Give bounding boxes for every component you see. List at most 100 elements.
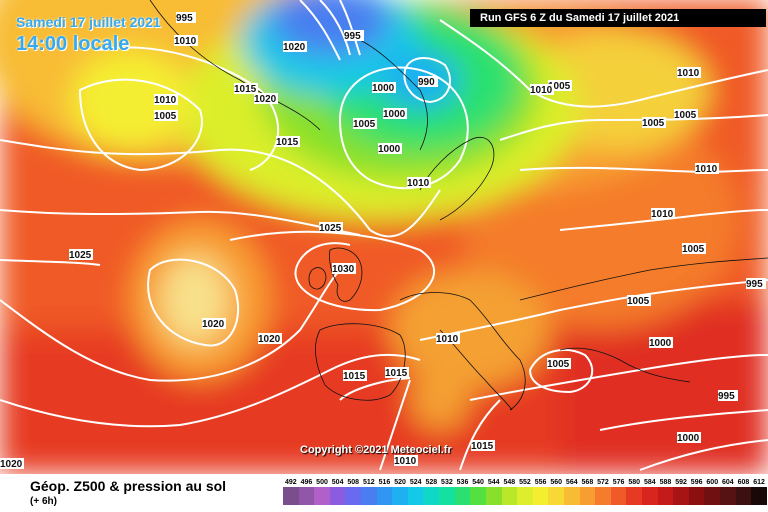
isobar-label: 1010 — [407, 177, 431, 189]
scale-swatch — [579, 487, 596, 505]
scale-label: 604 — [722, 479, 734, 486]
scale-label: 508 — [347, 479, 360, 486]
isobar-label: 1010 — [677, 67, 701, 79]
map-canvas: 995 1010 1020 995 990 1000 1000 1005 100… — [0, 0, 768, 474]
isobar-label: 1025 — [319, 222, 343, 234]
svg-text:1005: 1005 — [547, 359, 570, 370]
isobar-label: 1015 — [343, 370, 367, 382]
scale-swatch — [376, 487, 393, 505]
scale-swatch — [657, 487, 674, 505]
svg-text:1025: 1025 — [69, 250, 92, 261]
scale-swatch — [626, 487, 643, 505]
isobar-label: 995 — [746, 278, 766, 290]
svg-text:995: 995 — [746, 279, 763, 290]
weather-map: 995 1010 1020 995 990 1000 1000 1005 100… — [0, 0, 768, 474]
isobar-label: 990 — [418, 76, 438, 88]
scale-label: 496 — [300, 479, 313, 486]
isobar-label: 1015 — [385, 367, 409, 379]
svg-text:995: 995 — [718, 391, 735, 402]
scale-swatch — [704, 487, 721, 505]
scale-label: 608 — [737, 479, 750, 486]
isobar-label: 1020 — [0, 458, 24, 470]
isobar-label: 1005 — [642, 117, 666, 129]
isobar-label: 1010 — [651, 208, 675, 220]
coastlines — [149, 0, 768, 411]
isobar-label: 1005 — [682, 243, 706, 255]
isobar-label: 1000 — [383, 108, 407, 120]
scale-label: 552 — [519, 479, 531, 486]
svg-text:1005: 1005 — [548, 81, 571, 92]
scale-swatch — [720, 487, 736, 505]
svg-text:1015: 1015 — [276, 137, 299, 148]
scale-swatch — [610, 487, 627, 505]
svg-text:1010: 1010 — [154, 95, 177, 106]
scale-swatch — [454, 487, 471, 505]
svg-text:1005: 1005 — [642, 118, 665, 129]
isobar-label: 1005 — [547, 358, 571, 370]
isobar-label: 1010 — [436, 333, 460, 345]
svg-text:990: 990 — [418, 77, 435, 88]
svg-text:1005: 1005 — [154, 111, 177, 122]
scale-label: 584 — [643, 479, 656, 486]
svg-text:1000: 1000 — [649, 338, 672, 349]
scale-label: 588 — [659, 479, 672, 486]
isobar-label: 1000 — [372, 82, 396, 94]
isobar-label: 1005 — [627, 295, 651, 307]
svg-text:1010: 1010 — [695, 164, 718, 175]
scale-label: 544 — [487, 479, 500, 486]
svg-text:1010: 1010 — [651, 209, 674, 220]
scale-label: 520 — [394, 479, 406, 486]
scale-label: 532 — [441, 479, 453, 486]
isobar-label: 1020 — [254, 93, 278, 105]
scale-label: 556 — [534, 479, 547, 486]
svg-text:1000: 1000 — [383, 109, 406, 120]
scale-label: 576 — [612, 479, 625, 486]
geopotential-field — [0, 0, 768, 474]
svg-text:1020: 1020 — [202, 319, 225, 330]
scale-label: 492 — [284, 479, 297, 486]
svg-text:1015: 1015 — [471, 441, 494, 452]
isobar-label: 1020 — [202, 318, 226, 330]
isobar-label: 1015 — [234, 83, 258, 95]
scale-label: 528 — [425, 479, 438, 486]
scale-label: 592 — [675, 479, 687, 486]
colour-scale-legend: 492 496 500 504 508 512 516 520 524 528 532 536 540 5… — [283, 479, 767, 507]
isobar-label: 1010 — [394, 455, 418, 467]
svg-text:1030: 1030 — [332, 264, 355, 275]
svg-text:1010: 1010 — [530, 85, 553, 96]
scale-swatch — [517, 487, 533, 505]
svg-text:1020: 1020 — [283, 42, 306, 53]
scale-swatch — [688, 487, 705, 505]
svg-text:1015: 1015 — [234, 84, 257, 95]
isobar-label: 1020 — [258, 333, 282, 345]
scale-labels: 492 496 500 504 508 512 516 520 524 528 532 536 540 5… — [283, 479, 767, 486]
svg-text:1010: 1010 — [394, 456, 417, 467]
scale-label: 564 — [565, 479, 578, 486]
isobar-label: 1025 — [69, 249, 93, 261]
isobar-label: 1005 — [154, 110, 178, 122]
scale-swatch — [392, 487, 408, 505]
svg-text:1005: 1005 — [353, 119, 376, 130]
svg-text:1000: 1000 — [372, 83, 395, 94]
isobar-label: 1000 — [378, 143, 402, 155]
svg-text:1000: 1000 — [378, 144, 401, 155]
isobar-label: 1015 — [276, 136, 300, 148]
scale-label: 572 — [597, 479, 609, 486]
isobar-label: 995 — [718, 390, 738, 402]
scale-label: 512 — [363, 479, 375, 486]
isobar-label: 1020 — [283, 41, 307, 53]
scale-swatch — [283, 487, 299, 505]
scale-label: 580 — [628, 479, 641, 486]
svg-text:1010: 1010 — [174, 36, 197, 47]
isobar-label: 1005 — [353, 118, 377, 130]
svg-text:1000: 1000 — [677, 433, 700, 444]
scale-swatch — [345, 487, 362, 505]
scale-swatch — [673, 487, 689, 505]
run-info-banner: Run GFS 6 Z du Samedi 17 juillet 2021 — [470, 9, 766, 27]
forecast-date: Samedi 17 juillet 2021 — [16, 14, 161, 30]
svg-text:1005: 1005 — [674, 110, 697, 121]
svg-text:1020: 1020 — [0, 459, 23, 470]
scale-label: 568 — [581, 479, 594, 486]
svg-text:1025: 1025 — [319, 223, 342, 234]
isobar-label: 1010 — [530, 84, 554, 96]
